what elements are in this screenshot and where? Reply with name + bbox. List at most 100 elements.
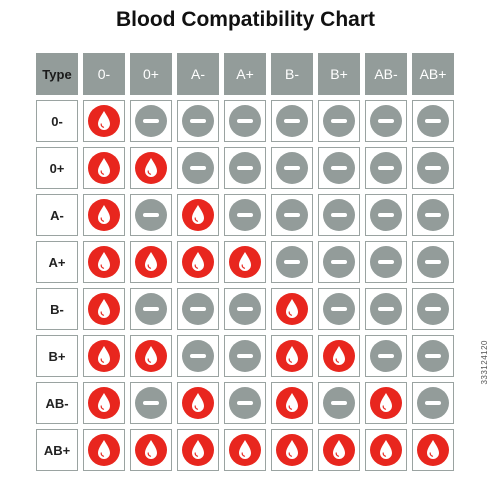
minus-circle-icon [370, 293, 402, 325]
row-header: B+ [36, 335, 78, 377]
minus-circle-icon [229, 293, 261, 325]
incompatible-cell [224, 335, 266, 377]
incompatible-cell [224, 288, 266, 330]
minus-circle-icon [417, 152, 449, 184]
compatible-cell [177, 429, 219, 471]
incompatible-cell [365, 194, 407, 236]
blood-drop-icon [135, 152, 167, 184]
compatible-cell [130, 147, 172, 189]
compatible-cell [83, 194, 125, 236]
compatible-cell [83, 100, 125, 142]
column-header: 0- [83, 53, 125, 95]
minus-circle-icon [276, 246, 308, 278]
compatible-cell [83, 335, 125, 377]
minus-circle-icon [135, 387, 167, 419]
compatible-cell [412, 429, 454, 471]
compatible-cell [224, 241, 266, 283]
incompatible-cell [365, 335, 407, 377]
compatible-cell [130, 241, 172, 283]
corner-header: Type [36, 53, 78, 95]
minus-circle-icon [323, 387, 355, 419]
minus-circle-icon [417, 246, 449, 278]
compatible-cell [318, 429, 360, 471]
compatible-cell [365, 382, 407, 424]
incompatible-cell [365, 241, 407, 283]
minus-circle-icon [417, 387, 449, 419]
blood-drop-icon [88, 293, 120, 325]
minus-circle-icon [276, 199, 308, 231]
minus-circle-icon [417, 199, 449, 231]
minus-circle-icon [135, 199, 167, 231]
row-header: 0+ [36, 147, 78, 189]
minus-circle-icon [229, 199, 261, 231]
blood-drop-icon [182, 387, 214, 419]
compatible-cell [177, 382, 219, 424]
incompatible-cell [318, 382, 360, 424]
blood-drop-icon [88, 152, 120, 184]
incompatible-cell [224, 382, 266, 424]
row-header: B- [36, 288, 78, 330]
incompatible-cell [412, 147, 454, 189]
minus-circle-icon [323, 246, 355, 278]
row-header: AB+ [36, 429, 78, 471]
minus-circle-icon [135, 293, 167, 325]
column-header: B+ [318, 53, 360, 95]
compatible-cell [130, 429, 172, 471]
blood-drop-icon [276, 293, 308, 325]
compatible-cell [83, 288, 125, 330]
incompatible-cell [412, 335, 454, 377]
incompatible-cell [365, 147, 407, 189]
incompatible-cell [318, 288, 360, 330]
incompatible-cell [365, 100, 407, 142]
blood-drop-icon [88, 246, 120, 278]
compatible-cell [83, 382, 125, 424]
blood-drop-icon [88, 387, 120, 419]
minus-circle-icon [370, 152, 402, 184]
blood-drop-icon [135, 340, 167, 372]
incompatible-cell [318, 194, 360, 236]
compatible-cell [83, 147, 125, 189]
compatible-cell [271, 429, 313, 471]
blood-drop-icon [88, 434, 120, 466]
incompatible-cell [271, 147, 313, 189]
blood-drop-icon [417, 434, 449, 466]
minus-circle-icon [229, 387, 261, 419]
minus-circle-icon [276, 152, 308, 184]
minus-circle-icon [276, 105, 308, 137]
incompatible-cell [224, 194, 266, 236]
blood-drop-icon [370, 387, 402, 419]
compatible-cell [224, 429, 266, 471]
incompatible-cell [130, 288, 172, 330]
minus-circle-icon [323, 152, 355, 184]
minus-circle-icon [370, 199, 402, 231]
compatible-cell [130, 335, 172, 377]
incompatible-cell [412, 382, 454, 424]
blood-drop-icon [135, 434, 167, 466]
blood-drop-icon [88, 105, 120, 137]
incompatible-cell [271, 194, 313, 236]
incompatible-cell [130, 100, 172, 142]
blood-drop-icon [135, 246, 167, 278]
minus-circle-icon [370, 246, 402, 278]
blood-drop-icon [182, 199, 214, 231]
incompatible-cell [318, 241, 360, 283]
compatible-cell [177, 194, 219, 236]
minus-circle-icon [135, 105, 167, 137]
minus-circle-icon [229, 340, 261, 372]
minus-circle-icon [370, 105, 402, 137]
incompatible-cell [224, 100, 266, 142]
compatible-cell [83, 429, 125, 471]
compatible-cell [271, 288, 313, 330]
minus-circle-icon [182, 105, 214, 137]
image-id-label: 333124120 [480, 340, 489, 385]
blood-drop-icon [229, 246, 261, 278]
compatible-cell [83, 241, 125, 283]
blood-drop-icon [182, 246, 214, 278]
column-header: 0+ [130, 53, 172, 95]
minus-circle-icon [323, 293, 355, 325]
blood-drop-icon [370, 434, 402, 466]
minus-circle-icon [182, 152, 214, 184]
minus-circle-icon [323, 105, 355, 137]
incompatible-cell [177, 335, 219, 377]
blood-drop-icon [182, 434, 214, 466]
